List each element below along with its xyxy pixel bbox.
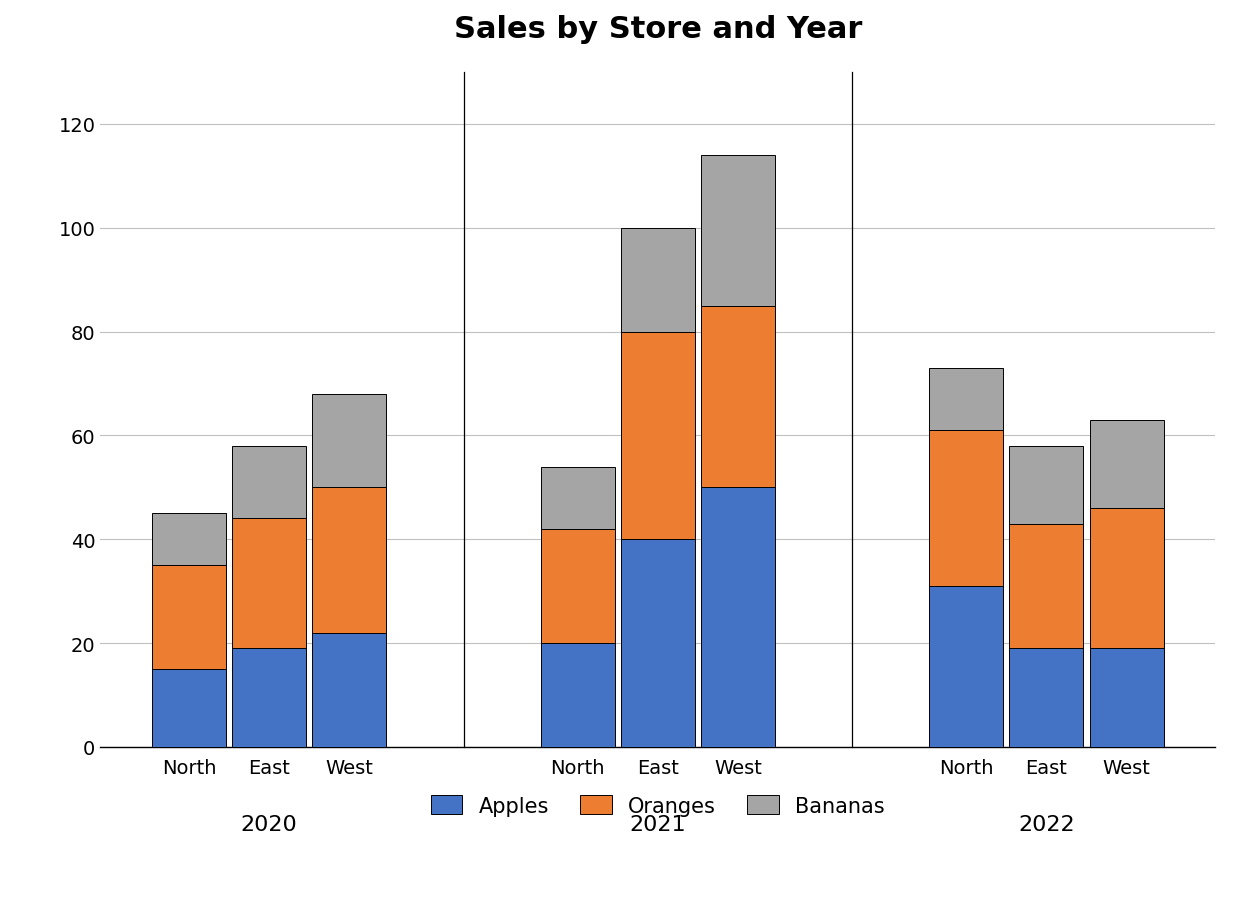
Bar [930,431,1004,587]
Bar [1010,446,1084,524]
Bar [700,156,776,306]
Bar [152,670,226,747]
Bar [1010,524,1084,649]
Title: Sales by Store and Year: Sales by Store and Year [454,15,862,45]
Bar [700,487,776,747]
Bar [312,394,386,487]
Text: 2022: 2022 [1019,814,1075,834]
Bar [1010,649,1084,747]
Bar [620,333,695,539]
Bar [232,446,306,519]
Bar [700,306,776,487]
Text: 2020: 2020 [241,814,298,834]
Bar [540,643,615,747]
Bar [1090,420,1164,508]
Bar [152,566,226,670]
Bar [312,487,386,633]
Bar [620,229,695,333]
Legend: Apples, Oranges, Bananas: Apples, Oranges, Bananas [422,787,893,824]
Bar [232,649,306,747]
Text: 2021: 2021 [629,814,687,834]
Bar [1090,649,1164,747]
Bar [540,529,615,643]
Bar [930,587,1004,747]
Bar [152,514,226,566]
Bar [620,539,695,747]
Bar [1090,508,1164,649]
Bar [312,633,386,747]
Bar [540,467,615,529]
Bar [930,368,1004,431]
Bar [232,519,306,649]
